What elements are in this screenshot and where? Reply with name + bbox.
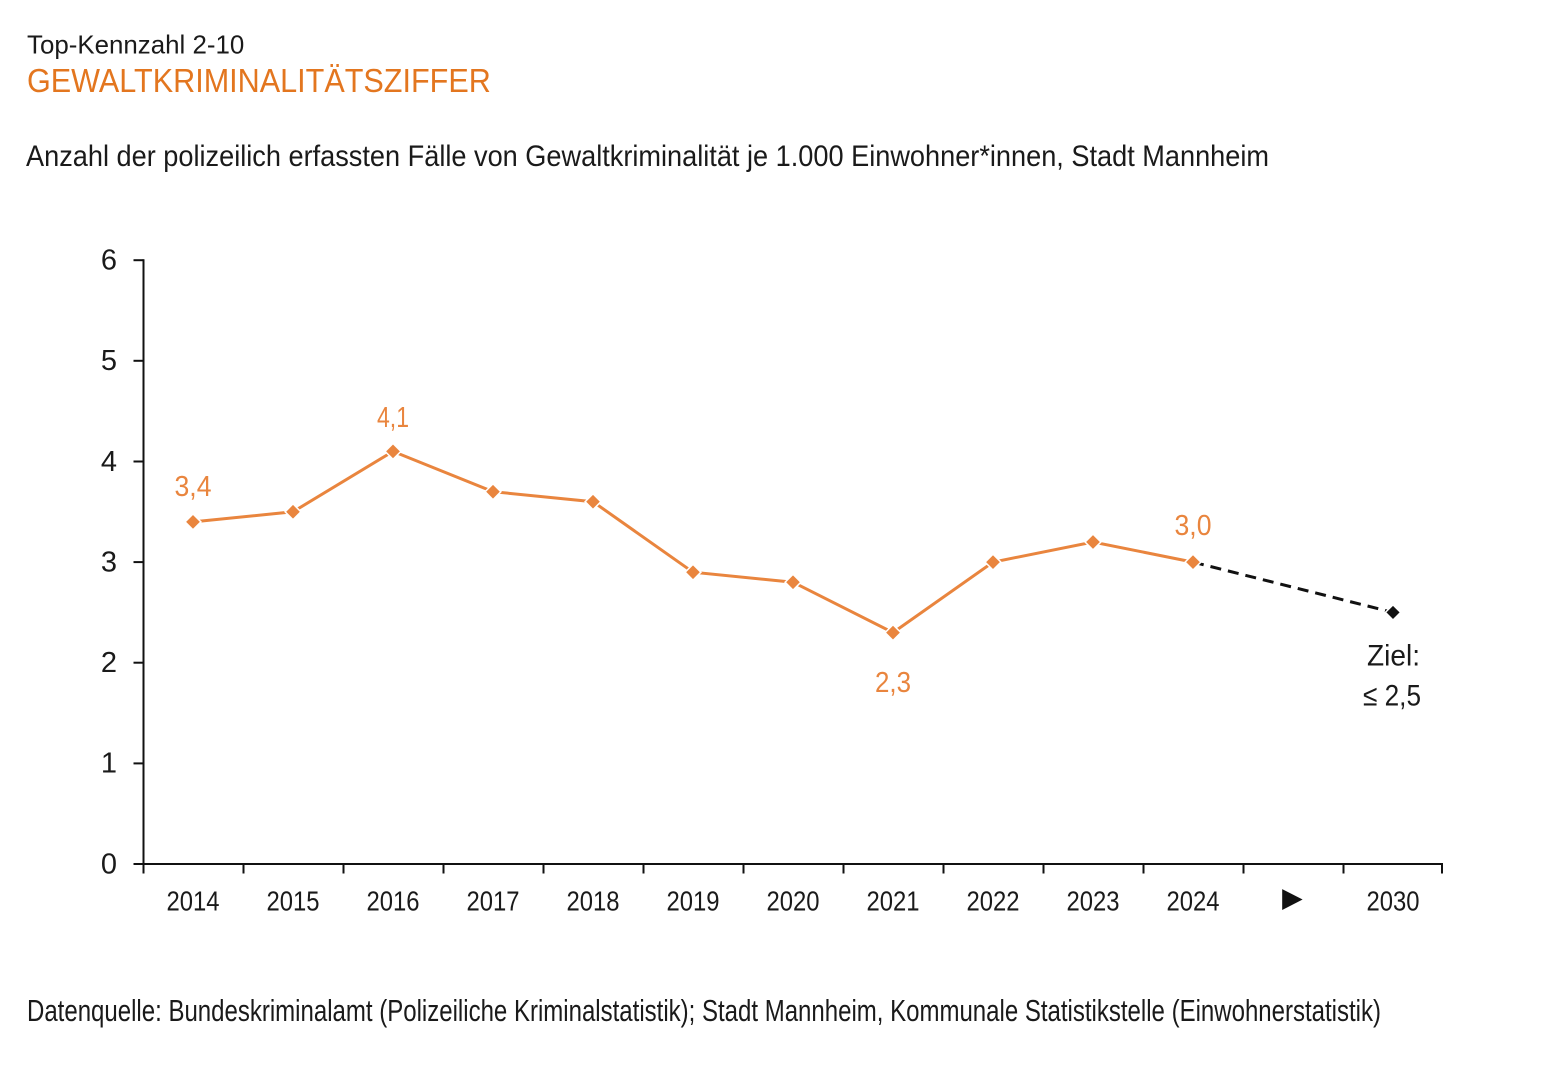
svg-text:3: 3: [101, 546, 117, 578]
svg-text:5: 5: [101, 345, 117, 377]
svg-text:6: 6: [101, 245, 117, 277]
svg-text:2024: 2024: [1167, 886, 1220, 917]
svg-text:2,3: 2,3: [875, 667, 911, 699]
svg-text:Ziel:: Ziel:: [1367, 640, 1420, 673]
svg-text:2: 2: [101, 647, 117, 679]
svg-text:2023: 2023: [1067, 886, 1120, 917]
svg-text:4,1: 4,1: [377, 402, 409, 434]
svg-text:Datenquelle: Bundeskriminalamt: Datenquelle: Bundeskriminalamt (Polizeil…: [27, 993, 1381, 1028]
svg-text:4: 4: [101, 446, 117, 478]
svg-text:≤ 2,5: ≤ 2,5: [1363, 680, 1421, 713]
svg-text:2015: 2015: [267, 886, 320, 917]
svg-text:3,4: 3,4: [175, 471, 212, 503]
svg-text:2016: 2016: [367, 886, 420, 917]
svg-text:2030: 2030: [1367, 886, 1420, 917]
svg-text:1: 1: [101, 748, 117, 780]
svg-text:Anzahl der polizeilich erfasst: Anzahl der polizeilich erfassten Fälle v…: [26, 140, 1269, 173]
svg-text:GEWALTKRIMINALITÄTSZIFFER: GEWALTKRIMINALITÄTSZIFFER: [27, 62, 491, 99]
svg-text:2014: 2014: [167, 886, 220, 917]
svg-text:0: 0: [101, 848, 117, 880]
svg-text:2021: 2021: [867, 886, 920, 917]
svg-text:Top-Kennzahl 2-10: Top-Kennzahl 2-10: [27, 30, 244, 60]
svg-text:3,0: 3,0: [1175, 510, 1212, 542]
svg-text:2019: 2019: [667, 886, 720, 917]
svg-text:2020: 2020: [767, 886, 820, 917]
svg-text:2022: 2022: [967, 886, 1020, 917]
svg-text:2017: 2017: [467, 886, 520, 917]
svg-text:2018: 2018: [567, 886, 620, 917]
